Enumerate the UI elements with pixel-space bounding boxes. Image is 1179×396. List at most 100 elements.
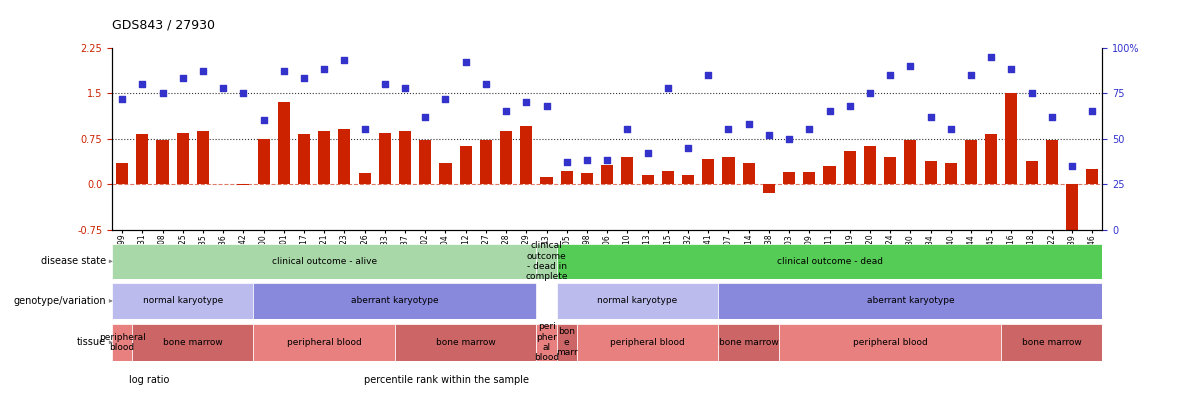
Point bbox=[618, 126, 637, 133]
Point bbox=[962, 72, 981, 78]
Point bbox=[1002, 66, 1021, 72]
Text: peripheral blood: peripheral blood bbox=[611, 338, 685, 347]
Bar bbox=[556, 283, 718, 319]
Bar bbox=[378, 133, 391, 184]
Point bbox=[233, 90, 252, 96]
Bar bbox=[743, 163, 755, 184]
Point bbox=[1062, 163, 1081, 169]
Point bbox=[255, 117, 274, 124]
Bar bbox=[556, 244, 1102, 279]
Point bbox=[861, 90, 880, 96]
Bar bbox=[440, 163, 452, 184]
Bar bbox=[253, 324, 395, 361]
Bar bbox=[112, 324, 132, 361]
Bar bbox=[278, 102, 290, 184]
Bar bbox=[298, 134, 310, 184]
Bar bbox=[137, 134, 149, 184]
Bar bbox=[944, 163, 957, 184]
Bar bbox=[904, 141, 916, 184]
Bar bbox=[723, 157, 735, 184]
Bar bbox=[132, 324, 253, 361]
Point bbox=[133, 81, 152, 87]
Point bbox=[275, 68, 294, 74]
Text: bon
e
marr: bon e marr bbox=[556, 327, 578, 357]
Bar bbox=[1026, 161, 1038, 184]
Point bbox=[821, 108, 839, 114]
Bar bbox=[844, 151, 856, 184]
Bar bbox=[500, 131, 512, 184]
Bar bbox=[253, 283, 536, 319]
Bar bbox=[601, 165, 613, 184]
Bar bbox=[779, 324, 1001, 361]
Bar bbox=[318, 131, 330, 184]
Text: tissue: tissue bbox=[77, 337, 106, 347]
Bar bbox=[718, 324, 779, 361]
Point bbox=[416, 114, 435, 120]
Bar bbox=[399, 131, 411, 184]
Point bbox=[759, 132, 778, 138]
Point bbox=[719, 126, 738, 133]
Point bbox=[739, 121, 758, 127]
Bar bbox=[338, 129, 350, 184]
Point bbox=[841, 103, 859, 109]
Bar bbox=[641, 175, 653, 184]
Bar bbox=[823, 166, 836, 184]
Bar bbox=[480, 141, 492, 184]
Bar bbox=[536, 244, 556, 279]
Bar bbox=[540, 177, 553, 184]
Text: normal karyotype: normal karyotype bbox=[598, 297, 678, 305]
Point bbox=[538, 103, 556, 109]
Bar bbox=[986, 134, 997, 184]
Bar bbox=[520, 126, 533, 184]
Bar bbox=[536, 324, 556, 361]
Text: peripheral
blood: peripheral blood bbox=[99, 333, 145, 352]
Text: GDS843 / 27930: GDS843 / 27930 bbox=[112, 19, 215, 32]
Point bbox=[1042, 114, 1061, 120]
Point bbox=[658, 84, 677, 91]
Point bbox=[456, 59, 475, 65]
Point bbox=[436, 95, 455, 102]
Point bbox=[598, 157, 617, 164]
Bar bbox=[661, 171, 674, 184]
Text: clinical outcome - dead: clinical outcome - dead bbox=[777, 257, 883, 266]
Point bbox=[638, 150, 657, 156]
Point bbox=[315, 66, 334, 72]
Text: peripheral blood: peripheral blood bbox=[286, 338, 362, 347]
Bar bbox=[864, 147, 876, 184]
Bar bbox=[116, 163, 129, 184]
Bar bbox=[460, 147, 472, 184]
Point bbox=[921, 114, 940, 120]
Bar bbox=[1066, 184, 1078, 287]
Bar bbox=[621, 157, 633, 184]
Bar bbox=[803, 172, 816, 184]
Bar bbox=[1046, 141, 1058, 184]
Point bbox=[881, 72, 900, 78]
Text: aberrant karyotype: aberrant karyotype bbox=[867, 297, 954, 305]
Text: clinical
outcome
- dead in
complete: clinical outcome - dead in complete bbox=[526, 241, 568, 282]
Bar bbox=[964, 141, 977, 184]
Bar bbox=[718, 283, 1102, 319]
Text: normal karyotype: normal karyotype bbox=[143, 297, 223, 305]
Point bbox=[779, 135, 798, 142]
Point bbox=[193, 68, 212, 74]
Point bbox=[396, 84, 415, 91]
Point bbox=[558, 159, 577, 166]
Bar bbox=[112, 244, 536, 279]
Bar bbox=[1001, 324, 1102, 361]
Point bbox=[699, 72, 718, 78]
Point bbox=[901, 63, 920, 69]
Bar bbox=[237, 184, 250, 185]
Bar bbox=[763, 184, 775, 193]
Bar bbox=[420, 141, 432, 184]
Point bbox=[213, 84, 232, 91]
Point bbox=[295, 75, 314, 82]
Point bbox=[799, 126, 818, 133]
Bar bbox=[1006, 93, 1017, 184]
Text: bone marrow: bone marrow bbox=[1022, 338, 1081, 347]
Bar bbox=[177, 133, 189, 184]
Bar bbox=[112, 283, 253, 319]
Text: disease state: disease state bbox=[41, 256, 106, 267]
Point bbox=[516, 99, 535, 105]
Bar bbox=[395, 324, 536, 361]
Point bbox=[113, 95, 132, 102]
